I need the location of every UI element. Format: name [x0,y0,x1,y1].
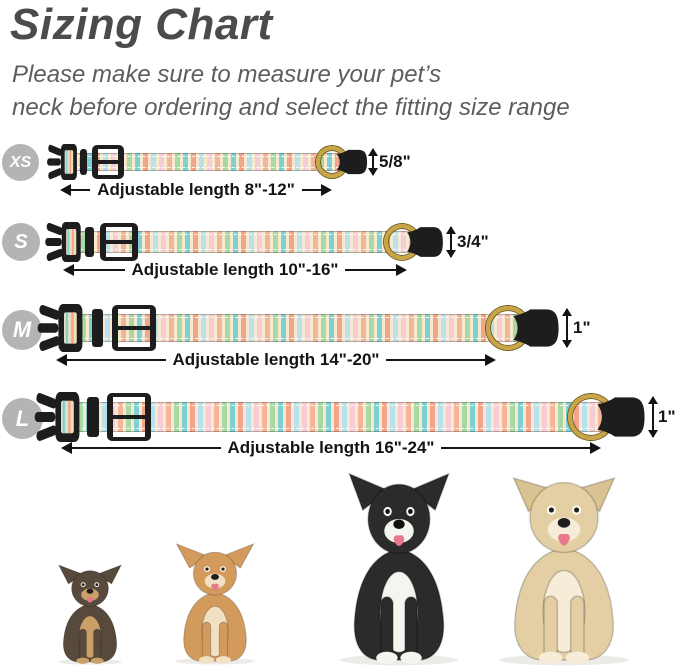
vertical-arrow-icon [372,149,374,175]
size-badge-s: S [2,223,40,261]
golden-retriever-photo [498,476,630,666]
triglide-slider [112,305,156,351]
arrow-left-icon [56,354,67,366]
subtitle-line-1: Please make sure to measure your pet’s [12,61,442,88]
size-badge-m: M [2,310,42,350]
width-measure-xs: 5/8" [372,144,411,180]
subtitle-line-2: neck before ordering and select the fitt… [12,94,570,121]
strap-keeper [87,397,99,437]
buckle-female-icon [34,392,80,442]
yorkshire-terrier-photo [57,564,123,665]
arrow-right-icon [590,442,602,454]
length-measure-l: Adjustable length 16"-24" [61,437,602,459]
page-title: Sizing Chart [10,0,273,49]
strap-keeper [80,149,87,175]
width-measure-l: 1" [652,392,676,442]
collar-image-s [44,222,444,262]
strap-keeper [85,227,94,257]
length-measure-m: Adjustable length 14"-20" [56,349,497,371]
buckle-male-icon [407,227,443,257]
strap-keeper [92,309,103,347]
page-subtitle: Please make sure to measure your pet’s ne… [12,58,570,124]
arrow-right-icon [396,264,408,276]
collar-strap [69,402,606,432]
width-label-xs: 5/8" [379,152,411,171]
width-label-s: 3/4" [457,232,489,251]
length-measure-s: Adjustable length 10"-16" [63,259,408,281]
width-label-l: 1" [658,407,676,426]
width-label-m: 1" [573,318,591,337]
buckle-female-icon [37,304,83,352]
length-label-xs: Adjustable length 8"-12" [97,180,295,199]
triglide-slider [107,393,151,441]
arrow-left-icon [61,442,72,454]
collar-image-m [36,304,560,352]
collar-strap [72,231,414,253]
size-badge-xs: XS [2,144,39,181]
collar-image-xs [46,144,368,180]
collar-image-l [33,392,646,442]
arrow-left-icon [60,184,71,196]
triglide-slider [92,145,124,179]
vertical-arrow-icon [652,397,654,437]
triglide-slider [100,223,138,261]
vertical-arrow-icon [566,309,568,347]
length-label-l: Adjustable length 16"-24" [227,438,435,457]
arrow-left-icon [63,264,74,276]
buckle-male-icon [513,309,559,347]
buckle-female-icon [45,222,81,262]
buckle-female-icon [47,144,77,180]
length-label-m: Adjustable length 14"-20" [172,350,380,369]
width-measure-m: 1" [566,304,591,352]
border-collie-photo [340,472,458,666]
buckle-male-icon [336,149,368,175]
chihuahua-photo [175,542,255,665]
arrow-right-icon [485,354,497,366]
width-measure-s: 3/4" [450,222,489,262]
collar-strap [70,153,342,171]
buckle-male-icon [597,397,645,437]
length-label-s: Adjustable length 10"-16" [131,260,339,279]
length-measure-xs: Adjustable length 8"-12" [60,179,333,201]
vertical-arrow-icon [450,227,452,257]
arrow-right-icon [321,184,333,196]
